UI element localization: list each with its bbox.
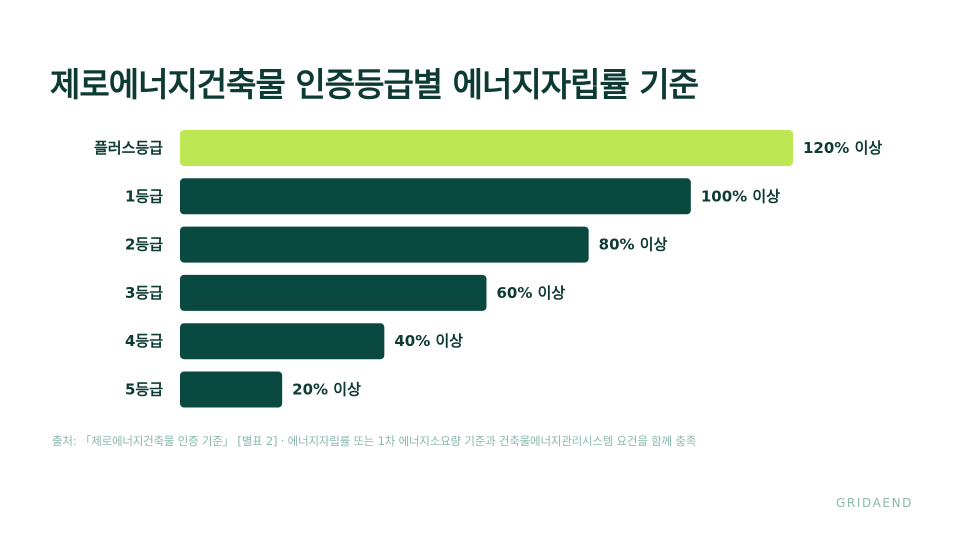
value-label: 40% 이상	[394, 332, 463, 350]
value-label: 20% 이상	[292, 381, 361, 399]
bar	[180, 130, 793, 166]
value-label: 100% 이상	[701, 187, 780, 205]
value-label: 80% 이상	[599, 236, 668, 254]
category-label: 1등급	[125, 187, 163, 205]
source-note: 출처: 「제로에너지건축물 인증 기준」 [별표 2] · 에너지자립률 또는 …	[52, 434, 697, 448]
category-label: 5등급	[125, 381, 163, 399]
chart-title: 제로에너지건축물 인증등급별 에너지자립률 기준	[50, 65, 699, 104]
bar	[180, 274, 487, 311]
value-label: 120% 이상	[803, 139, 882, 157]
category-label: 4등급	[125, 332, 163, 350]
category-label: 2등급	[125, 236, 163, 254]
bar	[180, 226, 589, 263]
bar	[180, 371, 283, 408]
bar	[180, 178, 691, 215]
value-label: 60% 이상	[497, 284, 566, 302]
category-label: 3등급	[125, 284, 163, 302]
brand-logo-text: GRIDAEND	[835, 496, 913, 510]
category-label: 플러스등급	[94, 139, 163, 157]
bar	[180, 323, 385, 360]
